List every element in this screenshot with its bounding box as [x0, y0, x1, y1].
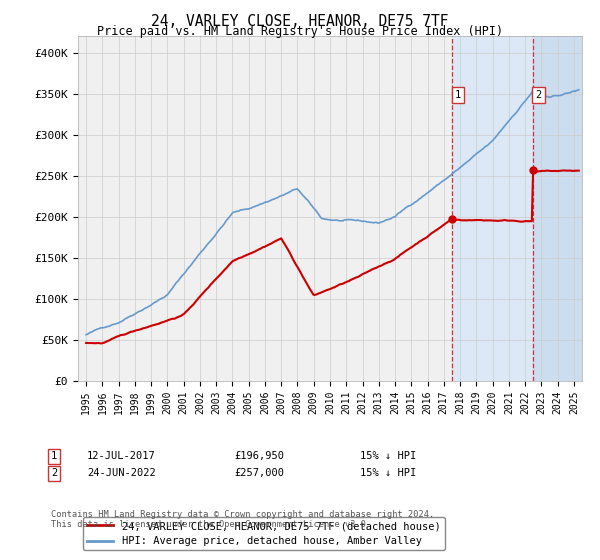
Text: 2: 2 — [535, 90, 542, 100]
Bar — [533, 36, 582, 381]
Text: 24, VARLEY CLOSE, HEANOR, DE75 7TF: 24, VARLEY CLOSE, HEANOR, DE75 7TF — [151, 14, 449, 29]
Text: £257,000: £257,000 — [234, 468, 284, 478]
Legend: 24, VARLEY CLOSE, HEANOR, DE75 7TF (detached house), HPI: Average price, detache: 24, VARLEY CLOSE, HEANOR, DE75 7TF (deta… — [83, 517, 445, 550]
Bar — [452, 36, 533, 381]
Text: 1: 1 — [455, 90, 461, 100]
Text: 1: 1 — [51, 451, 57, 461]
Text: 15% ↓ HPI: 15% ↓ HPI — [360, 468, 416, 478]
Text: Contains HM Land Registry data © Crown copyright and database right 2024.
This d: Contains HM Land Registry data © Crown c… — [51, 510, 434, 529]
Text: 12-JUL-2017: 12-JUL-2017 — [87, 451, 156, 461]
Text: Price paid vs. HM Land Registry's House Price Index (HPI): Price paid vs. HM Land Registry's House … — [97, 25, 503, 38]
Text: 2: 2 — [51, 468, 57, 478]
Text: 15% ↓ HPI: 15% ↓ HPI — [360, 451, 416, 461]
Text: 24-JUN-2022: 24-JUN-2022 — [87, 468, 156, 478]
Text: £196,950: £196,950 — [234, 451, 284, 461]
